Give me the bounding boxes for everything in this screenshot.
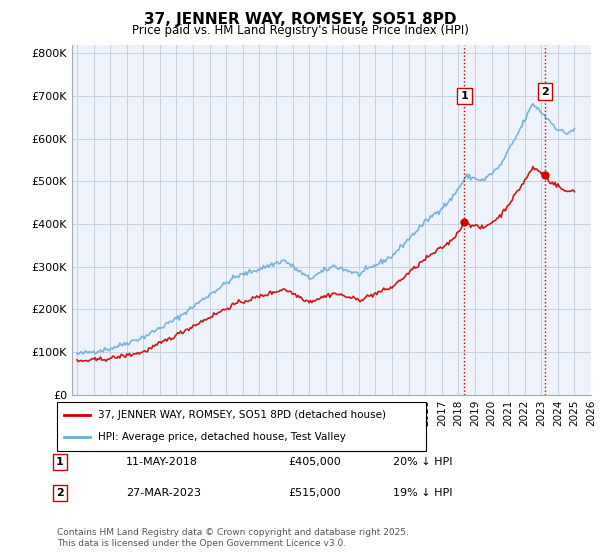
- Text: HPI: Average price, detached house, Test Valley: HPI: Average price, detached house, Test…: [98, 432, 346, 442]
- Text: 37, JENNER WAY, ROMSEY, SO51 8PD (detached house): 37, JENNER WAY, ROMSEY, SO51 8PD (detach…: [98, 410, 386, 420]
- Text: Contains HM Land Registry data © Crown copyright and database right 2025.
This d: Contains HM Land Registry data © Crown c…: [57, 528, 409, 548]
- Text: 2: 2: [56, 488, 64, 498]
- Text: 11-MAY-2018: 11-MAY-2018: [126, 457, 198, 467]
- Text: £515,000: £515,000: [288, 488, 341, 498]
- Text: 37, JENNER WAY, ROMSEY, SO51 8PD: 37, JENNER WAY, ROMSEY, SO51 8PD: [144, 12, 456, 27]
- Text: 1: 1: [56, 457, 64, 467]
- Text: 2: 2: [541, 87, 549, 97]
- Text: 19% ↓ HPI: 19% ↓ HPI: [393, 488, 452, 498]
- Point: [460, 217, 469, 226]
- Point: [541, 170, 550, 179]
- Text: 20% ↓ HPI: 20% ↓ HPI: [393, 457, 452, 467]
- Text: Price paid vs. HM Land Registry's House Price Index (HPI): Price paid vs. HM Land Registry's House …: [131, 24, 469, 37]
- Text: 1: 1: [460, 91, 468, 101]
- Text: £405,000: £405,000: [288, 457, 341, 467]
- FancyBboxPatch shape: [57, 402, 426, 451]
- Text: 27-MAR-2023: 27-MAR-2023: [126, 488, 201, 498]
